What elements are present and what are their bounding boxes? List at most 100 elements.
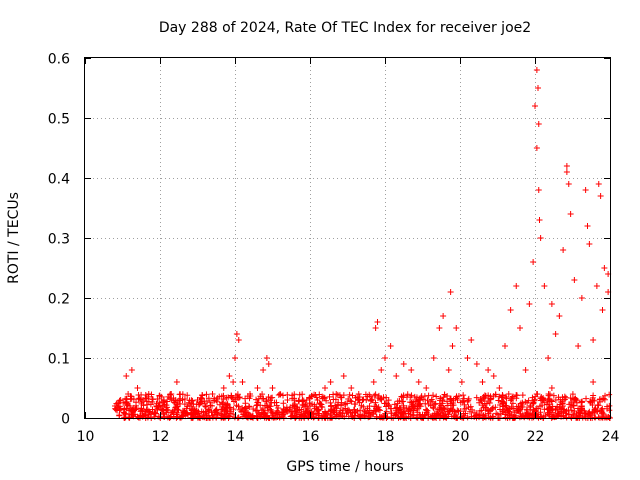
data-point <box>590 392 597 399</box>
data-point <box>329 406 336 413</box>
data-point <box>197 400 204 407</box>
data-point <box>440 405 447 412</box>
data-point <box>122 414 129 421</box>
data-point <box>517 325 523 331</box>
data-point <box>532 103 538 109</box>
data-point <box>420 396 427 403</box>
data-point <box>374 394 381 401</box>
y-tick-label: 0 <box>61 412 70 428</box>
data-point <box>121 405 128 412</box>
data-point <box>242 411 249 418</box>
data-point <box>480 396 487 403</box>
data-point <box>549 403 556 410</box>
data-point <box>138 391 145 398</box>
data-point <box>535 85 541 91</box>
data-point <box>138 412 145 419</box>
data-point <box>594 401 601 408</box>
data-point <box>243 409 250 416</box>
data-point <box>325 408 332 415</box>
x-tick-label: 12 <box>152 429 170 445</box>
data-point <box>431 401 438 408</box>
y-tick-label: 0.3 <box>48 232 70 248</box>
data-point <box>235 337 242 343</box>
data-point <box>578 295 585 301</box>
data-point <box>453 325 460 331</box>
x-tick-label: 16 <box>302 429 320 445</box>
data-point <box>548 385 555 391</box>
x-tick-label: 18 <box>377 429 395 445</box>
data-point <box>505 391 512 397</box>
data-point <box>334 412 341 419</box>
data-point <box>149 406 156 413</box>
data-point <box>301 402 308 409</box>
data-point <box>592 405 599 412</box>
data-point <box>573 397 580 403</box>
data-point <box>585 409 592 416</box>
data-point <box>269 385 276 391</box>
data-point <box>203 410 210 417</box>
data-point <box>508 396 515 403</box>
data-point <box>481 394 488 401</box>
data-point <box>579 406 586 413</box>
data-point <box>501 406 508 413</box>
data-point <box>453 414 460 421</box>
plot-frame <box>84 57 611 419</box>
data-point <box>387 343 394 349</box>
data-point <box>352 401 359 408</box>
data-point <box>583 395 590 402</box>
data-point <box>419 414 426 421</box>
data-point <box>127 403 133 409</box>
data-point <box>209 412 216 419</box>
data-point <box>263 398 270 405</box>
data-point <box>397 404 404 411</box>
data-point <box>567 401 574 408</box>
data-point <box>378 367 385 373</box>
data-point <box>345 406 352 413</box>
data-point <box>217 410 224 417</box>
data-point <box>499 392 506 399</box>
data-point <box>509 394 516 401</box>
data-point <box>396 397 403 404</box>
data-point <box>593 283 600 289</box>
data-point <box>333 391 340 397</box>
data-point <box>425 411 432 418</box>
data-point <box>486 400 493 407</box>
data-point <box>260 406 267 413</box>
data-point <box>288 409 295 416</box>
data-point <box>332 404 339 411</box>
data-point <box>263 355 270 361</box>
data-point <box>306 395 313 402</box>
data-point <box>586 241 593 247</box>
data-point <box>496 385 503 391</box>
data-point <box>218 414 225 421</box>
data-point <box>535 414 542 421</box>
data-point <box>316 410 323 417</box>
data-point <box>221 408 228 415</box>
data-point <box>392 411 399 418</box>
data-point <box>152 410 159 417</box>
data-point <box>191 406 198 413</box>
data-point <box>556 313 563 319</box>
data-point <box>125 391 132 397</box>
data-point <box>330 396 337 403</box>
data-point <box>259 395 266 402</box>
data-point <box>292 407 299 414</box>
data-point <box>203 391 210 398</box>
data-point <box>229 395 236 402</box>
data-point <box>502 343 508 349</box>
data-point <box>190 401 197 408</box>
data-point <box>385 401 392 408</box>
data-point <box>600 395 607 402</box>
data-point <box>466 408 473 415</box>
data-point <box>503 395 510 402</box>
data-point <box>254 399 261 406</box>
data-point <box>447 405 454 412</box>
data-point <box>546 391 553 398</box>
data-point <box>344 400 351 407</box>
data-point <box>346 391 353 398</box>
data-point <box>552 331 559 337</box>
data-point <box>343 410 350 417</box>
data-point <box>582 187 589 193</box>
data-point <box>254 408 261 415</box>
data-point <box>572 395 579 402</box>
